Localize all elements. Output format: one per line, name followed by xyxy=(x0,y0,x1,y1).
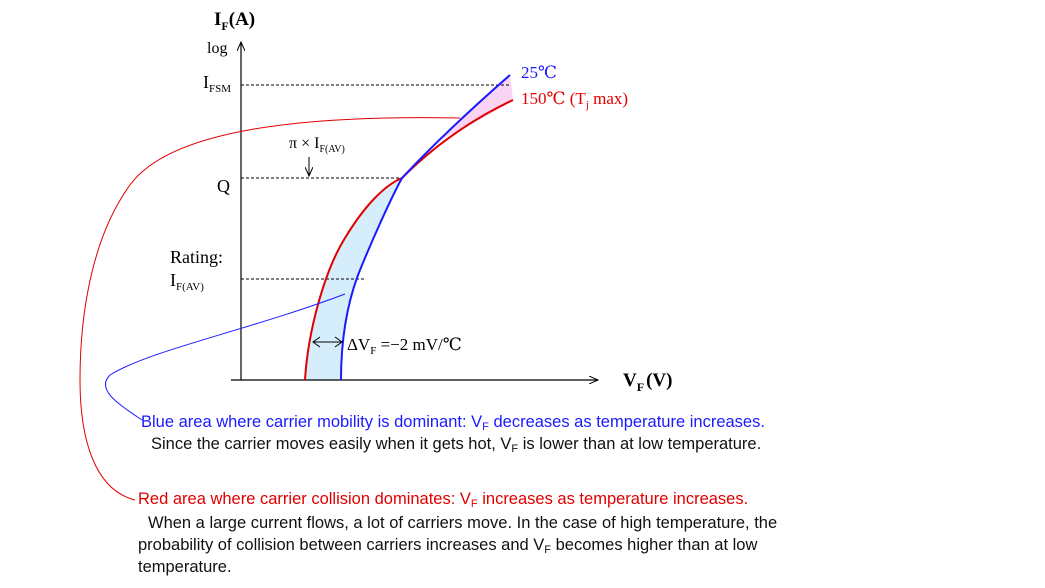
curve-150c-label: 150℃ (Tj max) xyxy=(521,89,628,111)
ifav-label: IF(AV) xyxy=(170,270,204,293)
red-area-body-line-3: temperature. xyxy=(138,558,232,576)
curve-150c xyxy=(304,99,514,381)
y-axis-scale-label: log xyxy=(207,40,227,57)
blue-callout-line xyxy=(104,293,346,421)
q-label: Q xyxy=(217,176,230,196)
delta-vf-label: ΔVF =−2 mV/℃ xyxy=(347,335,462,357)
red-area-body-line-1: When a large current flows, a lot of car… xyxy=(148,514,778,532)
red-callout-line xyxy=(79,117,461,501)
curve-25c-label: 25℃ xyxy=(521,63,557,82)
blue-area-body: Since the carrier moves easily when it g… xyxy=(151,435,762,455)
red-area-body-line-2: probability of collision between carrier… xyxy=(138,536,758,556)
x-axis-title: VF (V) xyxy=(623,370,672,394)
pink-region xyxy=(402,75,513,178)
ifsm-label: IFSM xyxy=(203,72,231,95)
red-area-heading: Red area where carrier collision dominat… xyxy=(138,490,749,510)
delta-vf-arrowhead-right xyxy=(334,336,343,348)
delta-vf-arrowhead-left xyxy=(312,336,321,348)
pi-times-ifav-label: π × IF(AV) xyxy=(289,135,345,155)
rating-label: Rating: xyxy=(170,247,223,267)
blue-area-heading: Blue area where carrier mobility is domi… xyxy=(141,413,765,433)
y-axis-title: IF(A) xyxy=(214,9,255,33)
curve-25c xyxy=(340,74,511,381)
